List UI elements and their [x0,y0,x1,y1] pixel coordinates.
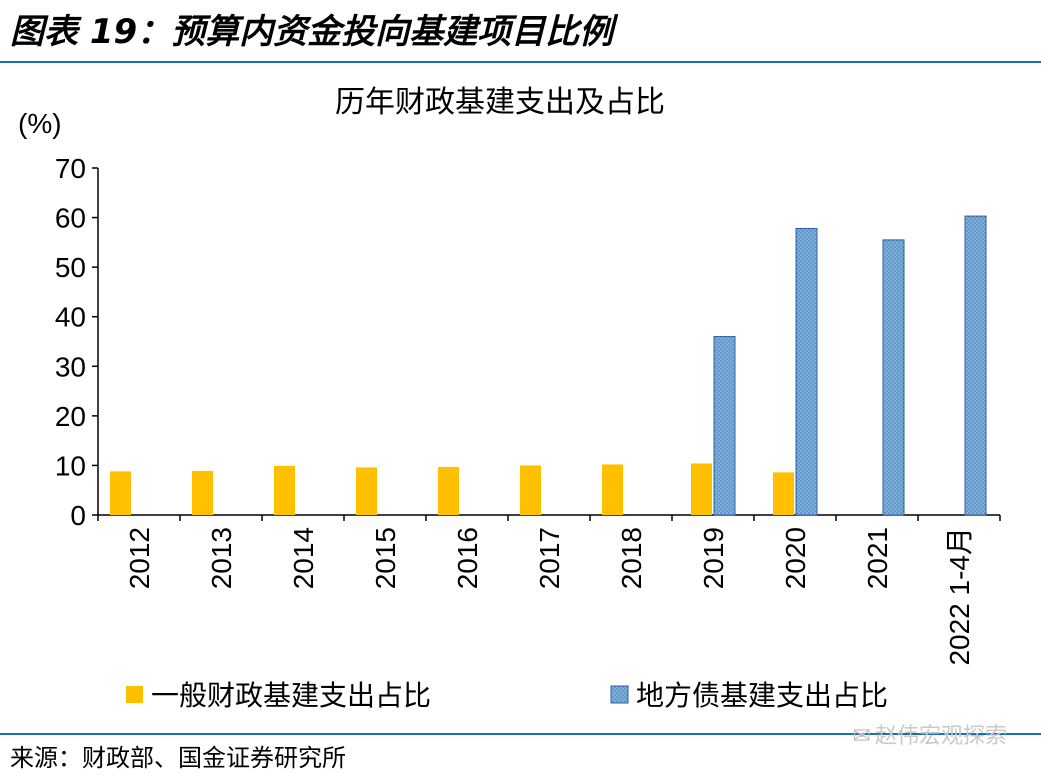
x-tick-label: 2021 [862,527,893,589]
bar-local-bond [882,239,905,516]
legend-label-general-budget: 一般财政基建支出占比 [151,679,431,712]
y-tick-label: 50 [55,252,86,283]
bar-general-budget [438,466,459,515]
y-tick-label: 30 [55,351,86,382]
y-tick-label: 60 [55,203,86,234]
bottom-divider [0,733,1041,735]
y-tick-label: 70 [55,153,86,184]
y-axis-unit: (%) [18,108,62,139]
x-tick-label: 2015 [370,527,401,589]
watermark-text: 赵伟宏观探索 [874,724,1007,749]
source-note: 来源：财政部、国金证券研究所 [10,744,346,772]
y-tick-label: 20 [55,401,86,432]
x-tick-label: 2016 [452,527,483,589]
bar-general-budget [602,464,623,515]
figure-title: 图表 19：预算内资金投向基建项目比例 [10,12,614,52]
bar-general-budget [274,465,295,515]
bar-general-budget [110,471,131,515]
legend-swatch-general-budget [126,686,143,703]
legend: 一般财政基建支出占比 地方债基建支出占比 [126,679,888,712]
bar-general-budget [356,467,377,515]
legend-swatch-local-bond [610,685,629,704]
x-tick-label: 2014 [288,527,319,589]
bar-local-bond [795,227,818,516]
bar-general-budget [691,463,712,515]
x-tick-label: 2019 [698,527,729,589]
bar-general-budget [773,472,794,515]
x-tick-label: 2017 [534,527,565,589]
wechat-icon: ✉ [852,724,871,749]
x-tick-label: 2020 [780,527,811,589]
top-divider [0,61,1041,63]
bar-general-budget [192,470,213,515]
bar-chart: 历年财政基建支出及占比 (%) 0 10 20 30 40 50 60 70 2012 2013 2… [18,85,1001,712]
bar-local-bond [713,336,736,516]
chart-title: 历年财政基建支出及占比 [335,85,665,120]
watermark: ✉ 赵伟宏观探索 [853,718,1007,750]
legend-label-local-bond: 地方债基建支出占比 [636,679,888,712]
bar-general-budget [520,465,541,515]
plot-area: 0 10 20 30 40 50 60 70 2012 2013 2014 2015 2016 2017 2… [55,153,1001,666]
y-tick-label: 10 [55,450,86,481]
y-tick-label: 0 [70,500,86,531]
x-tick-label: 2018 [616,527,647,589]
x-tick-label: 2012 [124,527,155,589]
y-tick-label: 40 [55,302,86,333]
x-tick-label: 2022 1-4月 [944,527,975,666]
bar-local-bond [964,215,987,516]
x-tick-label: 2013 [206,527,237,589]
